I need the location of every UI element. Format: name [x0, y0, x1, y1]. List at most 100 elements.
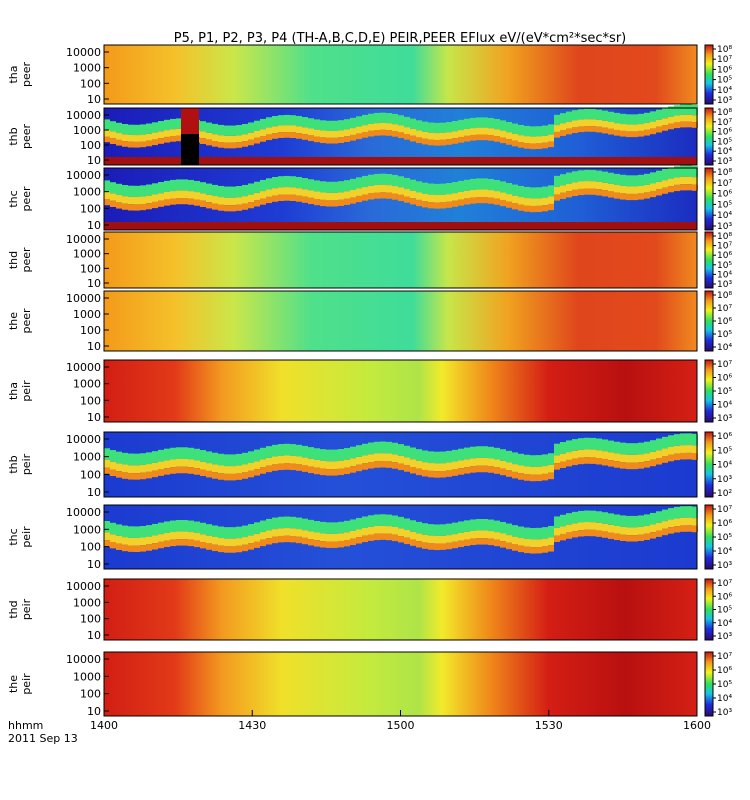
- band-segment: [446, 139, 452, 145]
- band-segment: [338, 468, 344, 476]
- band-segment: [146, 471, 152, 479]
- colorbar-tick-label: 10⁶: [717, 666, 732, 676]
- band-segment: [356, 116, 362, 127]
- band-segment: [578, 457, 584, 465]
- band-segment: [140, 185, 146, 197]
- band-segment: [248, 524, 254, 536]
- band-segment: [134, 204, 140, 211]
- band-segment: [638, 454, 644, 463]
- band-segment: [230, 135, 236, 143]
- band-segment: [278, 444, 284, 456]
- band-segment: [194, 540, 200, 548]
- colorbar-tick-label: 10⁷: [717, 179, 732, 189]
- spectrogram-panel: 10000 1000 100 10 thc peir 10⁷ 10⁶ 10⁵ 10⁴ 10³: [7, 504, 732, 571]
- band-segment: [284, 463, 290, 470]
- colorbar-tick-label: 10³: [717, 475, 732, 485]
- band-segment: [458, 119, 464, 131]
- band-segment: [494, 136, 500, 142]
- band-segment: [518, 473, 524, 480]
- band-segment: [638, 515, 644, 527]
- band-segment: [416, 199, 422, 207]
- band-segment: [230, 546, 236, 553]
- y-tick-label: 10000: [66, 292, 101, 305]
- band-segment: [602, 439, 608, 452]
- colorbar: [704, 651, 714, 717]
- band-segment: [536, 527, 542, 540]
- band-segment: [128, 526, 134, 538]
- y-tick-label: 1000: [73, 248, 101, 261]
- colorbar-tick-label: 10⁷: [717, 579, 732, 589]
- band-segment: [410, 520, 416, 532]
- band-segment: [596, 126, 602, 133]
- band-segment: [542, 186, 548, 198]
- y-tick-label: 10: [87, 486, 101, 499]
- panel-ylabel-probe: thb: [7, 127, 20, 145]
- band-segment: [194, 460, 200, 469]
- band-segment: [200, 193, 206, 201]
- band-segment: [410, 539, 416, 546]
- band-segment: [128, 465, 134, 474]
- band-segment: [386, 173, 392, 186]
- band-segment: [200, 450, 206, 462]
- spectrogram-panel: 10000 1000 100 10 thd peir 10⁷ 10⁶ 10⁵ 10⁴ 10³: [7, 578, 732, 642]
- y-tick-label: 10: [87, 629, 101, 642]
- band-segment: [548, 124, 554, 135]
- band-segment: [632, 114, 638, 125]
- band-segment: [350, 128, 356, 135]
- band-segment: [122, 525, 128, 538]
- band-segment: [644, 173, 650, 185]
- band-segment: [158, 138, 164, 144]
- band-segment: [572, 171, 578, 183]
- band-segment: [674, 434, 680, 446]
- band-segment: [332, 449, 338, 462]
- colorbar-tick-label: 10⁴: [717, 211, 732, 221]
- panel-ylabel-instrument: peir: [20, 598, 33, 620]
- band-segment: [392, 454, 398, 463]
- band-segment: [194, 521, 200, 534]
- band-segment: [488, 466, 494, 473]
- band-segment: [416, 120, 422, 131]
- band-segment: [266, 127, 272, 135]
- band-segment: [302, 530, 308, 538]
- band-segment: [458, 130, 464, 137]
- band-segment: [260, 129, 266, 137]
- band-segment: [620, 454, 626, 463]
- band-segment: [152, 462, 158, 471]
- band-segment: [572, 439, 578, 451]
- band-segment: [626, 131, 632, 138]
- band-segment: [506, 182, 512, 195]
- band-segment: [176, 539, 182, 546]
- band-segment: [626, 114, 632, 125]
- band-segment: [326, 522, 332, 534]
- data-gap: [181, 134, 199, 165]
- band-segment: [362, 443, 368, 456]
- colorbar-tick-label: 10⁵: [717, 446, 732, 456]
- panel-ylabel-instrument: peer: [20, 124, 33, 150]
- band-segment: [596, 450, 602, 459]
- band-segment: [164, 468, 170, 475]
- band-segment: [164, 191, 170, 200]
- band-segment: [326, 181, 332, 193]
- band-segment: [344, 119, 350, 130]
- colorbar-tick-label: 10³: [717, 561, 732, 571]
- band-segment: [596, 181, 602, 190]
- band-segment: [578, 181, 584, 189]
- band-segment: [632, 443, 638, 455]
- band-segment: [200, 200, 206, 207]
- y-tick-label: 10: [87, 705, 101, 718]
- band-segment: [128, 473, 134, 480]
- band-segment: [638, 185, 644, 194]
- band-segment: [602, 171, 608, 183]
- band-segment: [296, 126, 302, 134]
- band-segment: [560, 123, 566, 131]
- band-segment: [548, 525, 554, 538]
- band-segment: [380, 112, 386, 123]
- band-segment: [650, 524, 656, 533]
- band-segment: [554, 114, 560, 126]
- band-segment: [524, 136, 530, 144]
- band-segment: [344, 520, 350, 533]
- band-segment: [602, 523, 608, 532]
- y-tick-label: 10000: [66, 653, 101, 666]
- band-segment: [602, 531, 608, 538]
